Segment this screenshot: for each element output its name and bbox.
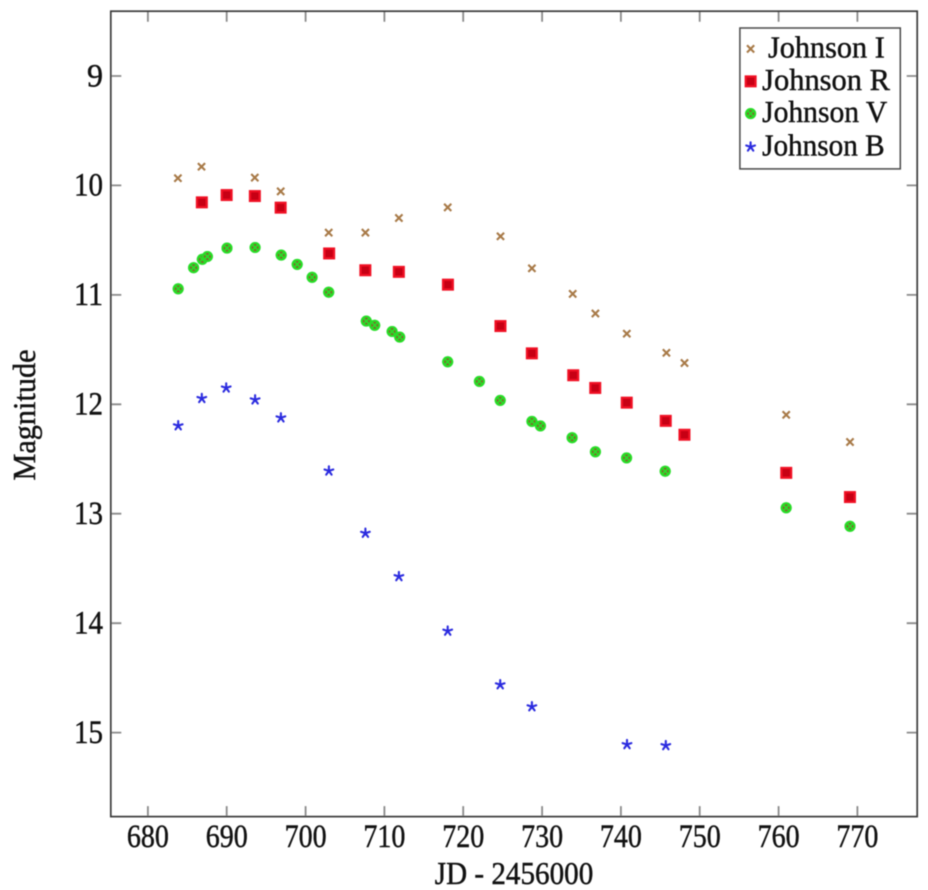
svg-text:14: 14 <box>74 606 103 642</box>
svg-text:770: 770 <box>836 819 878 855</box>
svg-text:Johnson R: Johnson R <box>762 63 890 97</box>
svg-text:15: 15 <box>74 715 103 751</box>
svg-text:760: 760 <box>758 819 800 855</box>
svg-text:9: 9 <box>87 58 103 94</box>
svg-text:750: 750 <box>679 819 721 855</box>
svg-text:11: 11 <box>74 277 103 313</box>
svg-text:13: 13 <box>74 496 103 532</box>
svg-text:700: 700 <box>285 819 327 855</box>
svg-text:740: 740 <box>600 819 642 855</box>
svg-text:Magnitude: Magnitude <box>6 350 42 481</box>
svg-text:680: 680 <box>127 819 169 855</box>
svg-text:690: 690 <box>206 819 248 855</box>
svg-text:Johnson I: Johnson I <box>768 31 885 65</box>
svg-text:730: 730 <box>521 819 563 855</box>
svg-text:Johnson V: Johnson V <box>762 95 887 129</box>
svg-text:JD - 2456000: JD - 2456000 <box>435 855 594 890</box>
svg-text:Johnson B: Johnson B <box>762 129 885 163</box>
svg-text:10: 10 <box>74 168 103 204</box>
svg-text:710: 710 <box>363 819 405 855</box>
svg-text:12: 12 <box>74 387 103 423</box>
svg-text:720: 720 <box>442 819 484 855</box>
